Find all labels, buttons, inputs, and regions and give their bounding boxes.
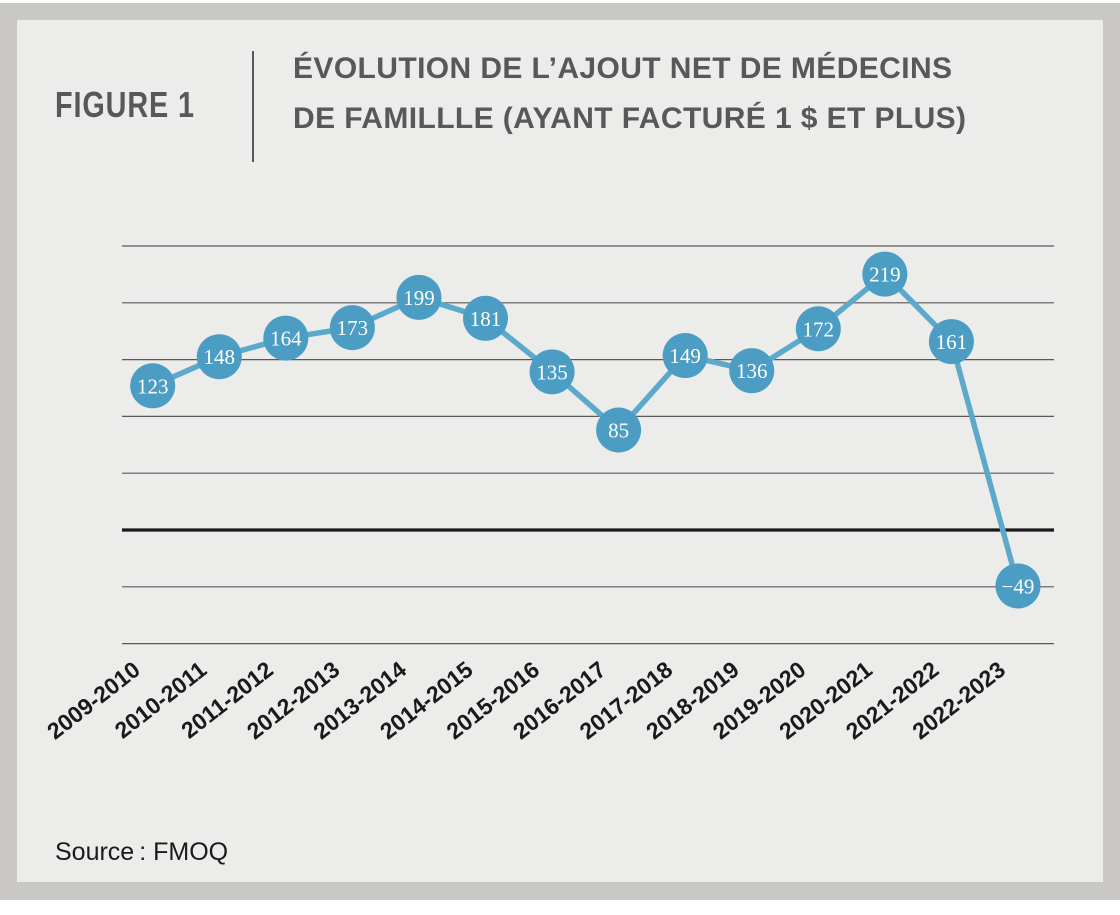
svg-text:148: 148 xyxy=(204,345,236,369)
svg-text:181: 181 xyxy=(470,307,502,331)
svg-text:172: 172 xyxy=(803,317,835,341)
svg-text:199: 199 xyxy=(403,286,435,310)
svg-text:219: 219 xyxy=(869,263,901,287)
svg-text:136: 136 xyxy=(736,359,768,383)
svg-text:149: 149 xyxy=(669,344,701,368)
svg-text:173: 173 xyxy=(337,316,369,340)
svg-text:161: 161 xyxy=(936,330,968,354)
svg-text:85: 85 xyxy=(608,419,629,443)
svg-text:−49: −49 xyxy=(1002,574,1035,598)
svg-text:123: 123 xyxy=(137,374,169,398)
svg-text:164: 164 xyxy=(270,327,302,351)
svg-text:135: 135 xyxy=(536,360,568,384)
